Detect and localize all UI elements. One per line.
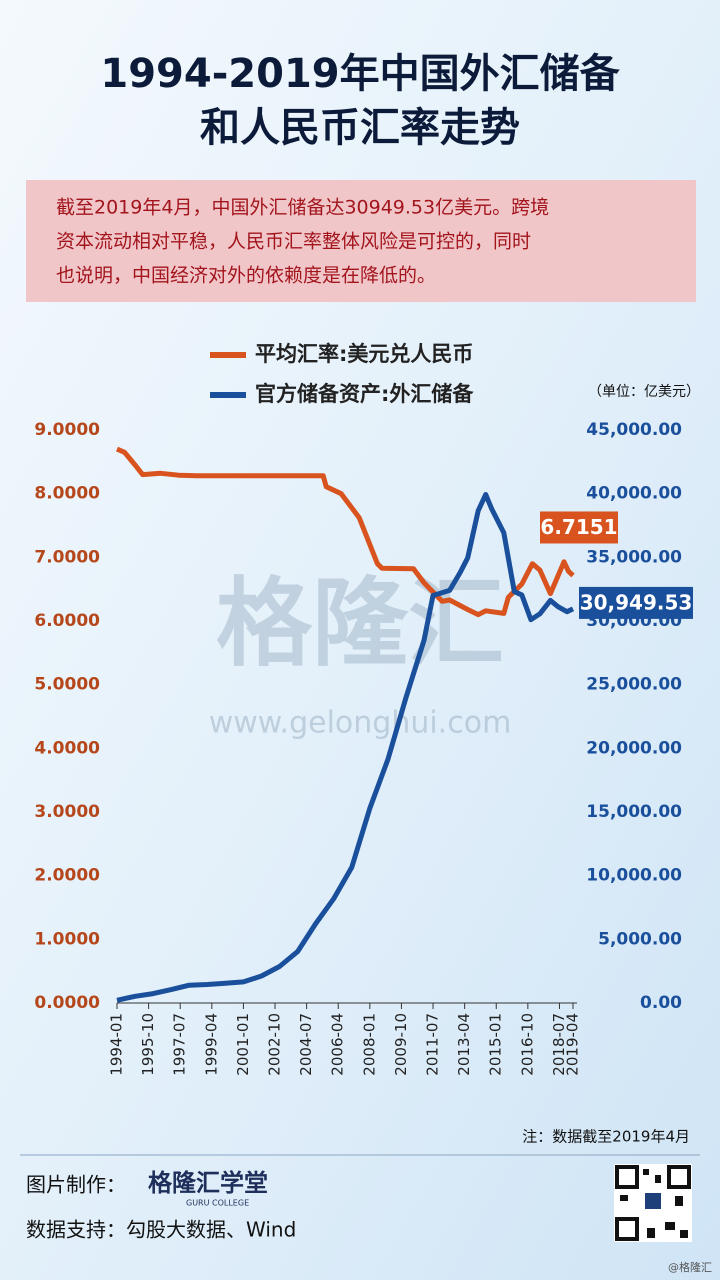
maker-name: 格隆汇学堂 (148, 1169, 268, 1197)
y2-tick-label: 0.00 (640, 993, 682, 1013)
x-tick-label: 2013-04 (455, 1013, 473, 1076)
value-label-box (540, 511, 618, 544)
y2-tick-label: 40,000.00 (586, 484, 682, 504)
y2-tick-label: 5,000.00 (598, 929, 682, 949)
title-line: 和人民币汇率走势 (200, 105, 520, 151)
note-line: 资本流动相对平稳，人民币汇率整体风险是可控的，同时 (56, 231, 531, 253)
legend-label: 平均汇率:美元兑人民币 (255, 342, 473, 366)
x-tick-label: 2009-10 (392, 1013, 410, 1076)
unit-label: （单位：亿美元） (588, 384, 700, 400)
watermark-url: www.gelonghui.com (209, 706, 512, 741)
y2-tick-label: 15,000.00 (586, 802, 682, 822)
y-tick-label: 0.0000 (34, 993, 100, 1013)
value-label: 30,949.53 (580, 590, 693, 614)
qr-code (614, 1164, 692, 1242)
x-tick-label: 1995-10 (139, 1013, 157, 1076)
x-tick-label: 2001-01 (234, 1013, 252, 1076)
x-tick-label: 2006-04 (329, 1013, 347, 1076)
x-tick-label: 1999-04 (202, 1013, 220, 1076)
x-tick-label: 2011-07 (424, 1013, 442, 1076)
y-tick-label: 7.0000 (34, 547, 100, 567)
y-tick-label: 2.0000 (34, 866, 100, 886)
series-line (116, 492, 575, 1003)
y-tick-label: 5.0000 (34, 675, 100, 695)
value-label: 6.7151 (540, 515, 617, 539)
y2-tick-label: 20,000.00 (586, 738, 682, 758)
x-tick-label: 2016-10 (518, 1013, 536, 1076)
x-tick-label: 1994-01 (108, 1013, 126, 1076)
y2-tick-label: 25,000.00 (586, 675, 682, 695)
source: 数据支持：勾股大数据、Wind (26, 1218, 296, 1242)
x-tick-label: 1997-07 (171, 1013, 189, 1076)
note-line: 也说明，中国经济对外的依赖度是在降低的。 (56, 265, 436, 287)
legend-label: 官方储备资产:外汇储备 (255, 382, 474, 406)
y2-tick-label: 45,000.00 (586, 420, 682, 440)
y-tick-label: 6.0000 (34, 611, 100, 631)
x-tick-label: 2002-10 (266, 1013, 284, 1076)
y-tick-label: 3.0000 (34, 802, 100, 822)
maker-sub: GURU COLLEGE (186, 1199, 249, 1208)
y-tick-label: 8.0000 (34, 484, 100, 504)
plot: 0.0000 1.0000 2.0000 3.0000 4.0000 5.0000 6.00… (34, 342, 700, 1076)
y-tick-label: 1.0000 (34, 929, 100, 949)
maker-label: 图片制作： (26, 1173, 126, 1197)
note-box (26, 180, 696, 302)
y-tick-label: 9.0000 (34, 420, 100, 440)
x-tick-label: 2004-07 (297, 1013, 315, 1076)
note-line: 截至2019年4月，中国外汇储备达30949.53亿美元。跨境 (56, 197, 549, 219)
x-tick-label: 2008-01 (360, 1013, 378, 1076)
y2-tick-label: 35,000.00 (586, 547, 682, 567)
watermark: 格隆汇 (216, 567, 504, 679)
x-tick-label: 2019-04 (564, 1013, 582, 1076)
x-tick-label: 2018-07 (550, 1013, 568, 1076)
series-line (116, 446, 575, 618)
x-tick-label: 2015-01 (487, 1013, 505, 1076)
credit: @格隆汇 (668, 1260, 712, 1274)
y2-tick-label: 10,000.00 (586, 866, 682, 886)
value-label-box (579, 586, 693, 619)
title-line: 1994-2019年中国外汇储备 (100, 51, 620, 97)
y-tick-label: 4.0000 (34, 738, 100, 758)
footnote: 注：数据截至2019年4月 (522, 1128, 690, 1146)
